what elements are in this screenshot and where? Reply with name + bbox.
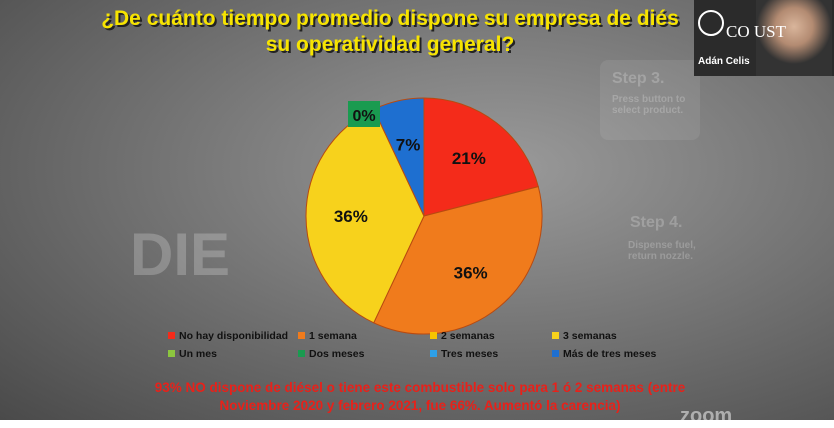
legend-swatch <box>168 350 175 357</box>
speaker-avatar <box>756 0 832 76</box>
data-label: 36% <box>454 263 488 282</box>
legend-item: Un mes <box>168 348 217 360</box>
brand-text: CO UST <box>726 22 786 41</box>
legend-swatch <box>298 332 305 339</box>
footnote-line-2: Noviembre 2020 y febrero 2021, fue 66%. … <box>219 398 621 413</box>
speaker-name: Adán Celis <box>698 56 750 67</box>
legend-label: 2 semanas <box>441 330 495 342</box>
legend-swatch <box>552 332 559 339</box>
pie-slice-1-semana <box>373 186 543 335</box>
legend-swatch <box>552 350 559 357</box>
legend-label: Tres meses <box>441 348 499 360</box>
legend-item: 2 semanas <box>430 330 495 342</box>
title-line-1: ¿De cuánto tiempo promedio dispone su em… <box>101 7 679 30</box>
legend-label: 1 semana <box>309 330 357 342</box>
legend-swatch <box>298 350 305 357</box>
legend-label: 3 semanas <box>563 330 617 342</box>
page-title: ¿De cuánto tiempo promedio dispone su em… <box>40 6 740 58</box>
legend-item: Tres meses <box>430 348 498 360</box>
legend-item: Más de tres meses <box>552 348 656 360</box>
legend-swatch <box>168 332 175 339</box>
bg-step3: Step 3. <box>612 70 665 87</box>
legend-item: 1 semana <box>298 330 357 342</box>
legend-swatch <box>430 332 437 339</box>
legend-swatch <box>430 350 437 357</box>
data-label-zero: 0% <box>352 108 375 125</box>
legend-item: Dos meses <box>298 348 364 360</box>
bg-panel <box>600 60 700 140</box>
legend-label: Más de tres meses <box>563 348 657 360</box>
speaker-video: CO UST Adán Celis <box>694 0 834 76</box>
bg-step4-text: Dispense fuel, return nozzle. <box>628 240 696 262</box>
data-label: 36% <box>334 207 368 226</box>
legend-label: No hay disponibilidad <box>179 330 289 342</box>
bg-step3-text: Press button to select product. <box>612 94 686 116</box>
bg-big-text: DIE <box>130 221 231 288</box>
brand-logo-icon <box>698 10 724 36</box>
bg-step4: Step 4. <box>630 214 683 231</box>
pie-slice-3-semanas <box>305 108 425 324</box>
title-line-2: su operatividad general? <box>265 33 515 56</box>
data-label: 21% <box>452 149 486 168</box>
footnote-line-1: 93% NO dispone de diésel o tiene este co… <box>154 380 686 395</box>
data-label: 7% <box>396 136 421 155</box>
footnote: 93% NO dispone de diésel o tiene este co… <box>120 379 720 415</box>
legend-label: Dos meses <box>309 348 365 360</box>
legend-label: Un mes <box>179 348 217 360</box>
zero-slice-marker <box>348 101 380 127</box>
pie-slice-no-hay-disponibilidad <box>423 97 539 217</box>
legend-item: 3 semanas <box>552 330 617 342</box>
legend-item: No hay disponibilidad <box>168 330 288 342</box>
zoom-watermark: zoom <box>680 405 733 427</box>
